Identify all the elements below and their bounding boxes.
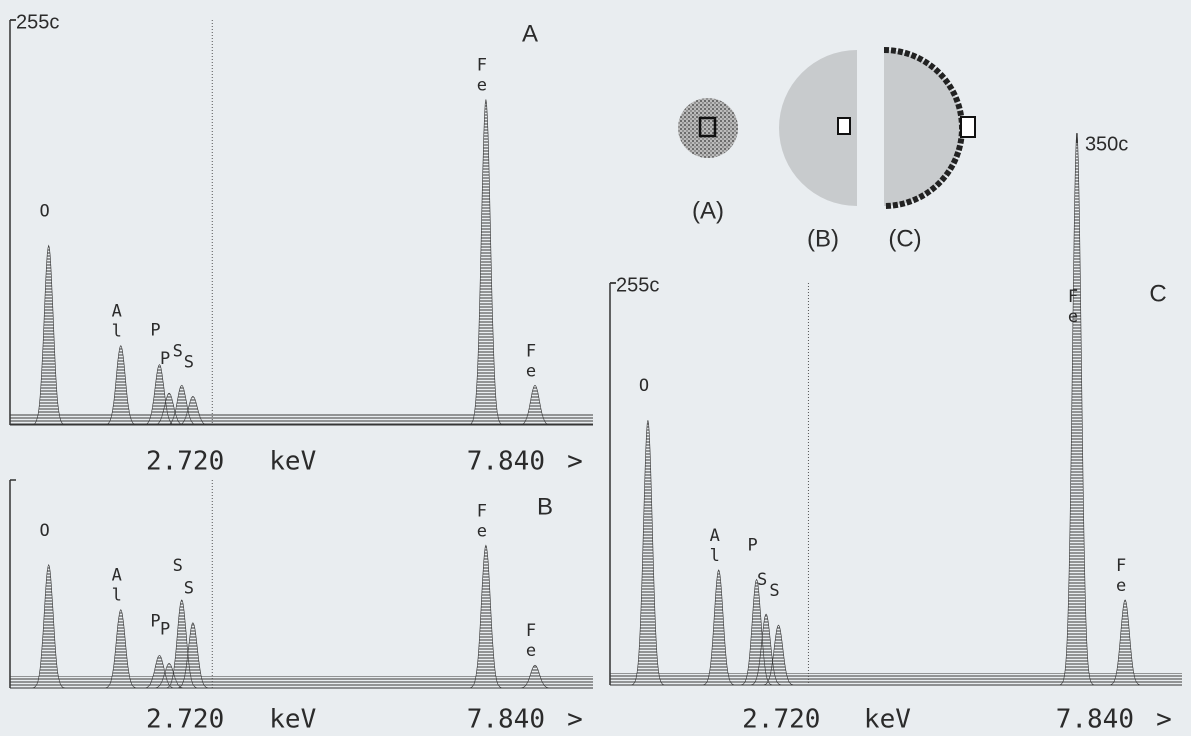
peak-label: Fe	[1063, 287, 1083, 327]
baseline	[610, 673, 1182, 685]
peak-label: Al	[107, 566, 127, 606]
y-tick-label: 255c	[16, 11, 59, 33]
scale-label: 350c	[1085, 134, 1128, 156]
peak-label: S	[179, 352, 199, 372]
x-tick-label: 7.840	[1056, 705, 1134, 735]
x-tick-label: 7.840	[467, 447, 545, 477]
inset-label: (C)	[888, 225, 921, 252]
peak-label: P	[155, 620, 175, 640]
x-tick-label: 2.720	[742, 705, 820, 735]
peak-label: Fe	[472, 55, 492, 95]
panel-title: A	[522, 20, 538, 47]
peak-label: Fe	[521, 341, 541, 381]
peak-label: Al	[107, 302, 127, 342]
peak-label: O	[35, 202, 55, 222]
x-tick-label: 2.720	[146, 705, 224, 735]
peak-label: P	[743, 535, 763, 555]
peak-label: Fe	[1111, 556, 1131, 596]
x-more: >	[567, 705, 583, 735]
peak-label: S	[765, 581, 785, 601]
y-tick-label: 255c	[616, 274, 659, 296]
peak	[27, 246, 70, 426]
probe-b	[838, 118, 850, 134]
x-tick-label: 2.720	[146, 447, 224, 477]
peak	[698, 570, 740, 685]
peak	[627, 420, 669, 685]
half-disc-c	[884, 50, 962, 206]
peak-label: S	[168, 556, 188, 576]
peak-label: P	[145, 321, 165, 341]
peak	[1056, 133, 1098, 685]
peak-label: O	[634, 376, 654, 396]
peak-label: Al	[705, 526, 725, 566]
peak	[465, 545, 508, 688]
peak	[27, 565, 70, 688]
inset-label: (B)	[807, 225, 839, 252]
figure: (A) (B) (C) A255c2.7207.840keV>OAlPPSSFe…	[0, 0, 1191, 736]
peak-label: Fe	[521, 621, 541, 661]
probe-c	[961, 117, 975, 137]
peak	[465, 99, 508, 425]
inset-label: (A)	[692, 197, 724, 224]
x-axis-label: keV	[269, 705, 316, 735]
peak-label: S	[179, 579, 199, 599]
panel-title: C	[1149, 280, 1166, 307]
x-tick-label: 7.840	[467, 705, 545, 735]
peak-label: O	[35, 521, 55, 541]
particle-a	[678, 98, 738, 158]
x-more: >	[567, 447, 583, 477]
x-axis-label: keV	[269, 447, 316, 477]
x-more: >	[1156, 705, 1172, 735]
inset-diagram: (A) (B) (C)	[678, 50, 975, 252]
x-axis-label: keV	[864, 705, 911, 735]
baseline	[10, 413, 593, 425]
peak	[1104, 600, 1146, 685]
panel-title: B	[537, 493, 553, 520]
baseline	[10, 676, 593, 688]
peak-label: Fe	[472, 501, 492, 541]
